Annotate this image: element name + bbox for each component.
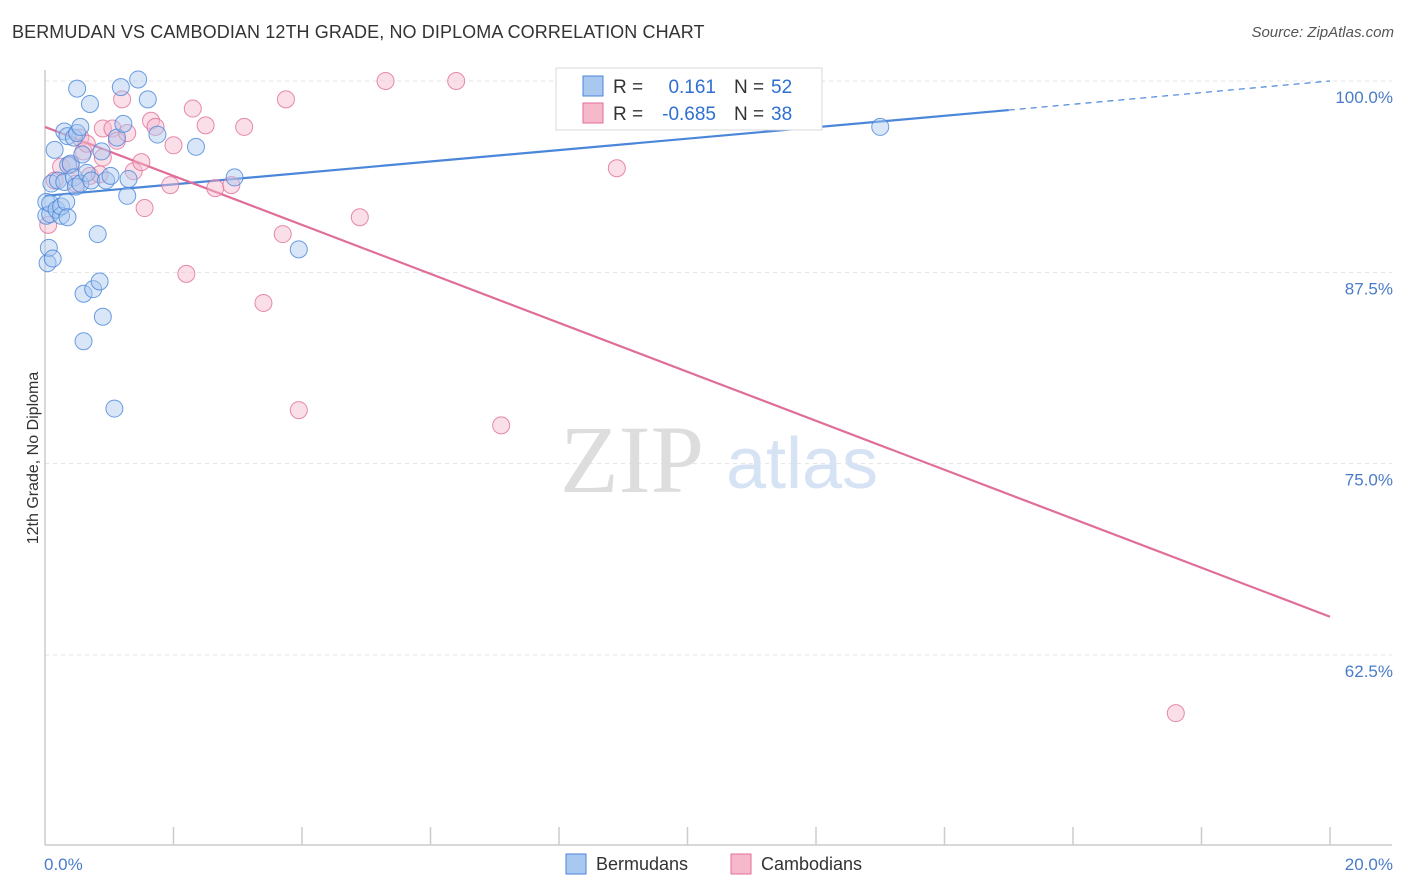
bermudan-point-15 [57,192,76,211]
watermark-zip: ZIP [560,406,704,513]
watermark: ZIP atlas [560,406,878,513]
series-legend-swatch-bermudans [565,853,587,875]
cambodian-point-23 [177,264,196,283]
bermudan-point-24 [68,79,87,98]
bermudan-point-26 [71,117,90,136]
bermudan-point-27 [73,145,92,164]
y-tick-label-1: 87.5% [1345,279,1393,298]
series-legend: Bermudans Cambodians [565,853,862,875]
cambodian-point-33 [350,208,369,227]
y-tick-label-0: 100.0% [1335,88,1393,107]
trend-line-cambodians [44,125,1331,618]
bermudan-point-40 [105,399,124,418]
cambodian-point-32 [289,401,308,420]
chart-title: BERMUDAN VS CAMBODIAN 12TH GRADE, NO DIP… [12,22,705,42]
legend-n-label-cambodians: N = [734,104,764,125]
y-axis-label: 12th Grade, No Diploma [25,372,42,545]
bermudan-point-42 [111,78,130,97]
cambodian-point-18 [135,199,154,218]
bermudan-point-13 [55,173,74,192]
cambodian-point-38 [1166,704,1185,723]
y-tick-labels: 100.0% 87.5% 75.0% 62.5% [1335,88,1393,681]
bermudan-point-31 [82,171,101,190]
x-tick-labels: 0.0% 20.0% [44,855,1393,874]
bermudan-point-8 [45,140,64,159]
bermudan-point-29 [74,284,93,303]
trend-line-dashed-bermudans [1008,80,1331,111]
bermudan-point-17 [58,208,77,227]
cambodian-point-36 [492,416,511,435]
cambodian-point-22 [164,136,183,155]
cambodian-point-10 [93,148,112,167]
cambodian-point-28 [235,117,254,136]
bermudan-point-35 [90,272,109,291]
bermudan-point-11 [52,206,71,225]
trend-lines [44,80,1331,618]
cambodian-point-15 [118,124,137,143]
cambodian-point-31 [276,90,295,109]
cambodian-point-25 [196,116,215,135]
series-legend-swatch-cambodians [730,853,752,875]
bermudan-point-49 [186,137,205,156]
bermudan-point-32 [80,94,99,113]
cambodians-points [39,72,1185,723]
cambodian-point-11 [93,119,112,138]
legend-r-value-cambodians: -0.685 [662,104,716,125]
bermudan-point-28 [74,332,93,351]
y-tick-label-2: 75.0% [1345,471,1393,490]
watermark-atlas: atlas [726,424,878,504]
cambodian-point-34 [376,72,395,90]
stats-legend: R = 0.161 N = 52 R = -0.685 N = 38 [555,67,823,131]
series-legend-bermudans: Bermudans [596,854,688,874]
series-legend-cambodians: Cambodians [761,854,862,874]
bermudan-point-50 [225,168,244,187]
x-tick-label-1: 20.0% [1345,855,1393,874]
legend-n-label-bermudans: N = [734,77,764,98]
bermudan-point-52 [871,117,890,136]
cambodian-point-29 [254,293,273,312]
cambodian-point-30 [273,225,292,244]
bermudan-point-46 [129,70,148,89]
bermudan-point-43 [114,114,133,133]
bermudan-point-7 [43,249,62,268]
cambodian-point-17 [132,153,151,172]
bermudans-points [37,70,890,418]
y-tick-label-3: 62.5% [1345,662,1393,681]
legend-swatch-bermudans [582,75,604,97]
bermudan-point-33 [84,280,103,299]
cambodian-point-35 [447,72,466,90]
bermudan-point-44 [118,186,137,205]
trend-line-bermudans [44,108,1009,197]
legend-n-value-bermudans: 52 [771,77,792,98]
cambodian-point-21 [161,176,180,195]
x-axis-ticks [172,827,1331,845]
x-tick-label-0: 0.0% [44,855,83,874]
legend-r-label-bermudans: R = [613,77,643,98]
cambodian-point-12 [103,119,122,138]
bermudan-point-39 [101,166,120,185]
legend-r-value-bermudans: 0.161 [668,77,716,98]
legend-r-label-cambodians: R = [613,104,643,125]
cambodian-point-26 [206,179,225,198]
cambodian-point-37 [607,159,626,178]
grid-lines [45,80,1392,656]
bermudan-point-48 [148,125,167,144]
source-label: Source: ZipAtlas.com [1251,24,1394,41]
bermudan-point-16 [58,127,77,146]
bermudan-point-47 [138,90,157,109]
bermudan-point-36 [92,142,111,161]
bermudan-point-45 [119,169,138,188]
cambodian-point-20 [146,117,165,136]
bermudan-point-3 [39,238,58,257]
bermudan-point-51 [289,240,308,259]
bermudan-point-37 [93,307,112,326]
cambodian-point-24 [183,99,202,118]
legend-swatch-cambodians [582,102,604,124]
legend-n-value-cambodians: 38 [771,104,792,125]
bermudan-point-25 [71,174,90,193]
bermudan-point-34 [88,225,107,244]
cambodian-point-2 [52,157,71,176]
